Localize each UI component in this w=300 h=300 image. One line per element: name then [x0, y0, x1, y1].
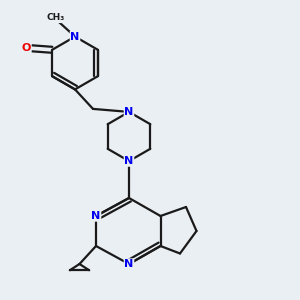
Text: N: N [92, 211, 100, 221]
Text: CH₃: CH₃ [46, 14, 64, 22]
Text: N: N [70, 32, 80, 42]
Text: N: N [124, 107, 134, 117]
Text: N: N [124, 156, 134, 166]
Text: O: O [22, 43, 31, 53]
Text: N: N [124, 259, 134, 269]
